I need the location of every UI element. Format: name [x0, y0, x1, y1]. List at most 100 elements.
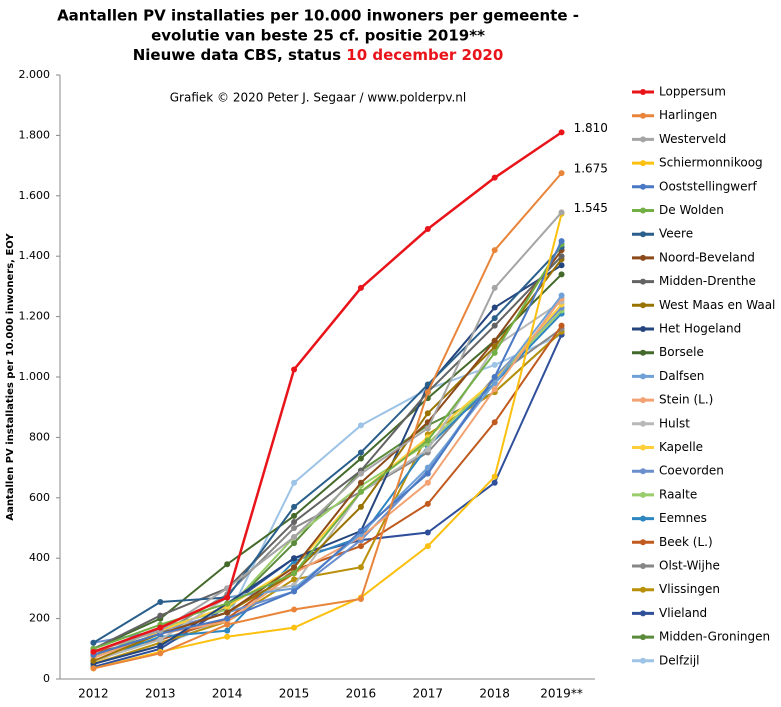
data-point — [424, 470, 431, 477]
legend-marker — [640, 254, 646, 261]
y-tick-label: 2.000 — [19, 68, 51, 81]
data-label: 1.810 — [574, 121, 608, 135]
legend-label: Delfzijl — [659, 653, 699, 667]
chart-title-line: evolutie van beste 25 cf. positie 2019** — [151, 27, 485, 45]
series-line — [92, 246, 563, 644]
series-line — [93, 273, 563, 650]
legend-marker — [640, 89, 646, 95]
data-point — [291, 570, 298, 577]
data-point — [424, 500, 431, 507]
data-point — [558, 292, 565, 299]
series-line — [93, 325, 563, 653]
chart-title-line: Nieuwe data CBS, status 10 december 2020 — [133, 46, 504, 64]
legend-label: Loppersum — [659, 85, 726, 99]
data-point — [491, 315, 498, 322]
data-point — [291, 576, 298, 583]
data-label: 1.675 — [574, 162, 608, 176]
data-point — [424, 410, 431, 417]
data-point — [291, 588, 298, 595]
data-point — [558, 253, 565, 260]
series-line — [93, 258, 563, 662]
legend-label: Eemnes — [659, 511, 707, 525]
data-point — [558, 238, 565, 245]
data-point — [491, 337, 498, 344]
legend-label: Raalte — [659, 487, 697, 501]
data-point — [558, 209, 565, 216]
data-point — [491, 473, 498, 480]
subtitle: Grafiek © 2020 Peter J. Segaar / www.pol… — [170, 91, 467, 105]
legend-marker — [640, 634, 646, 641]
legend-marker — [640, 539, 646, 546]
data-point — [291, 606, 298, 613]
data-point — [291, 555, 298, 562]
legend-marker — [640, 278, 646, 285]
data-point — [157, 650, 164, 657]
data-point — [424, 389, 431, 396]
data-point — [357, 455, 364, 462]
legend-label: Kapelle — [659, 440, 703, 454]
data-point — [224, 633, 231, 640]
data-point — [224, 609, 231, 616]
data-point — [291, 525, 298, 531]
y-tick-label: 1.800 — [19, 128, 51, 141]
data-point — [291, 564, 298, 571]
title-date: 10 december 2020 — [346, 46, 503, 64]
data-point — [224, 600, 231, 607]
data-point — [491, 419, 498, 426]
series-line — [93, 240, 563, 656]
data-point — [157, 624, 164, 631]
y-tick-label: 200 — [29, 612, 50, 625]
legend-marker — [640, 231, 646, 238]
data-point — [424, 437, 431, 444]
y-tick-label: 1.400 — [19, 249, 51, 262]
data-point — [224, 627, 231, 634]
legend-marker — [640, 160, 646, 167]
series-line — [93, 264, 563, 665]
data-point — [157, 642, 164, 649]
legend-label: Hulst — [659, 416, 690, 430]
data-point — [424, 381, 431, 388]
x-tick-label: 2016 — [346, 687, 377, 701]
data-point — [491, 304, 498, 311]
series-line — [92, 303, 563, 665]
data-point — [224, 621, 231, 628]
data-label: 1.545 — [574, 201, 608, 215]
data-point — [357, 479, 364, 486]
legend-marker — [640, 491, 646, 498]
legend-label: Het Hogeland — [659, 322, 741, 336]
legend-label: Vlissingen — [659, 582, 720, 596]
legend-marker — [640, 349, 646, 356]
data-point — [491, 322, 498, 329]
legend-label: Coevorden — [659, 464, 724, 478]
legend-marker — [640, 563, 646, 569]
legend-label: Beek (L.) — [659, 535, 713, 549]
data-point — [491, 380, 498, 387]
title-text: Nieuwe data CBS, status — [133, 46, 347, 64]
data-point — [491, 174, 498, 181]
data-point — [491, 361, 498, 368]
data-point — [424, 543, 431, 550]
data-point — [357, 543, 364, 550]
legend-marker — [640, 515, 646, 522]
data-point — [491, 374, 498, 380]
data-point — [224, 561, 231, 568]
legend-marker — [640, 112, 646, 119]
data-point — [224, 615, 231, 622]
y-tick-label: 400 — [29, 551, 50, 564]
data-point — [157, 612, 164, 619]
data-point — [424, 446, 431, 453]
y-tick-label: 1.600 — [19, 189, 51, 202]
legend-marker — [640, 468, 646, 475]
data-point — [491, 349, 498, 356]
data-point — [291, 624, 298, 631]
legend-marker — [640, 420, 646, 427]
data-point — [424, 479, 431, 486]
data-point — [357, 564, 364, 571]
data-point — [357, 284, 364, 291]
legend-marker — [640, 207, 646, 214]
data-point — [90, 648, 97, 655]
data-point — [291, 366, 298, 373]
data-point — [90, 665, 97, 672]
data-point — [424, 226, 431, 233]
